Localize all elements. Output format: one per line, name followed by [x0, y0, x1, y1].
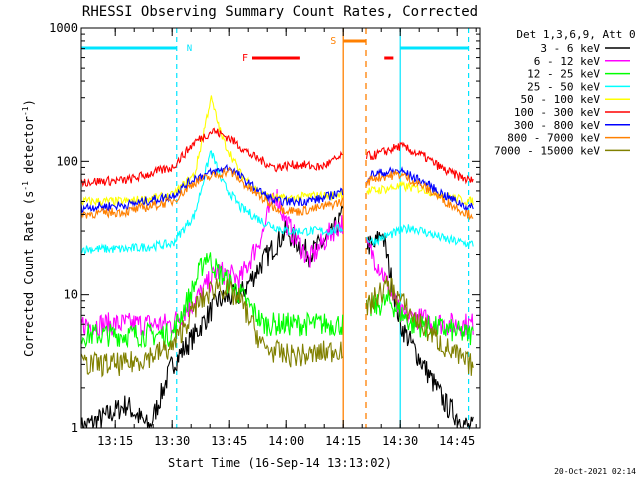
- legend-label-4: 50 - 100 keV: [521, 93, 601, 106]
- flare-label: F: [242, 53, 248, 64]
- timestamp: 20-Oct-2021 02:14: [554, 467, 636, 476]
- x-tick-label-4: 14:15: [325, 434, 361, 448]
- plot-frame: [80, 27, 481, 429]
- legend-label-2: 12 - 25 keV: [527, 68, 600, 81]
- series-group: [80, 95, 474, 431]
- series-line-7: [80, 167, 474, 221]
- y-axis-label-sup1: -1: [21, 181, 30, 191]
- y-axis: 1 10 100 1000: [49, 21, 480, 435]
- x-tick-label-5: 14:30: [382, 434, 418, 448]
- night-label: N: [187, 44, 192, 54]
- y-axis-label: Corrected Count Rate (s-1 detector-1): [21, 99, 36, 357]
- x-tick-label-0: 13:15: [97, 434, 133, 448]
- x-axis-label: Start Time (16-Sep-14 13:13:02): [168, 456, 392, 470]
- y-axis-label-sup2: -1: [21, 106, 30, 116]
- y-tick-label-0: 1: [71, 421, 78, 435]
- legend-label-8: 7000 - 15000 keV: [494, 144, 600, 157]
- y-axis-label-end: ): [22, 99, 36, 106]
- series-line-3: [80, 150, 474, 255]
- y-axis-label-main: Corrected Count Rate (s: [22, 191, 36, 357]
- annotations: N F S: [81, 28, 470, 428]
- legend-label-1: 6 - 12 keV: [534, 55, 601, 68]
- legend-label-5: 100 - 300 keV: [514, 106, 600, 119]
- y-tick-label-2: 100: [56, 154, 78, 168]
- chart-title: RHESSI Observing Summary Count Rates, Co…: [82, 4, 478, 20]
- legend-label-0: 3 - 6 keV: [540, 42, 600, 55]
- x-tick-label-3: 14:00: [268, 434, 304, 448]
- y-axis-label-mid: detector: [22, 116, 36, 181]
- legend-label-6: 300 - 800 keV: [514, 119, 600, 132]
- y-tick-label-3: 1000: [49, 21, 78, 35]
- x-tick-label-2: 13:45: [211, 434, 247, 448]
- x-tick-label-1: 13:30: [154, 434, 190, 448]
- series-line-0: [80, 205, 474, 431]
- series-line-8: [80, 275, 474, 378]
- series-line-5: [80, 127, 474, 188]
- legend-label-7: 800 - 7000 keV: [507, 132, 600, 145]
- legend-label-3: 25 - 50 keV: [527, 80, 600, 93]
- series-line-6: [80, 163, 474, 214]
- y-tick-label-1: 10: [64, 288, 78, 302]
- legend-title: Det 1,3,6,9, Att 0: [516, 28, 635, 41]
- x-axis: 13:15 13:30 13:45 14:00 14:15 14:30 14:45: [97, 28, 477, 448]
- series-line-2: [80, 252, 474, 349]
- saa-label: S: [330, 36, 336, 47]
- x-tick-label-6: 14:45: [439, 434, 475, 448]
